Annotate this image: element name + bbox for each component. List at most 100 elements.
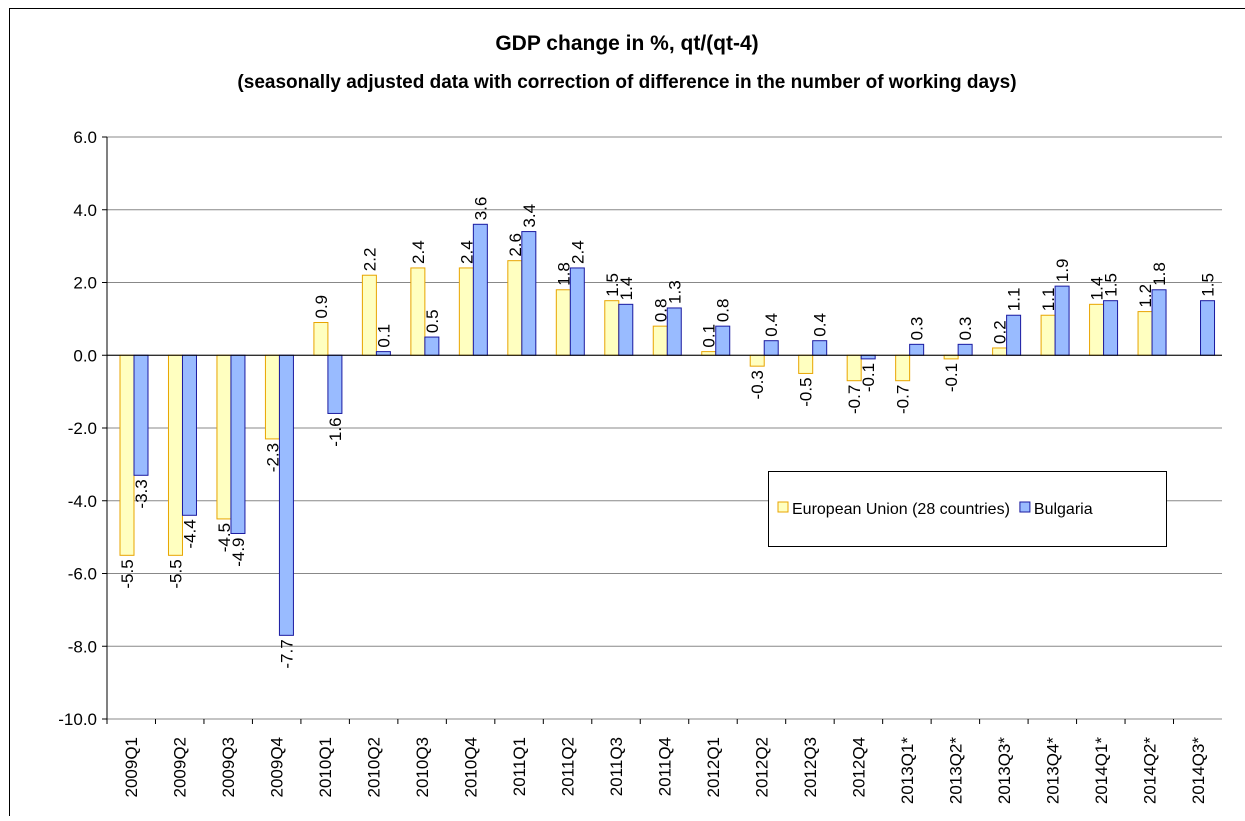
bar: [376, 352, 390, 356]
chart-title: GDP change in %, qt/(qt-4): [495, 32, 758, 55]
x-tick-label: 2011Q4: [656, 737, 675, 796]
bar: [473, 224, 487, 355]
bar: [425, 337, 439, 355]
legend-swatch: [778, 502, 788, 512]
x-tick-label: 2011Q1: [510, 737, 529, 796]
x-tick-label: 2013Q2*: [946, 737, 965, 804]
y-tick-label: -4.0: [68, 492, 97, 511]
x-tick-label: 2010Q3: [413, 737, 432, 798]
bar: [279, 355, 293, 635]
bar: [896, 355, 910, 380]
data-label: -0.3: [748, 370, 767, 399]
x-tick-label: 2012Q3: [801, 737, 820, 798]
x-tick-label: 2012Q1: [704, 737, 723, 798]
bar: [120, 355, 134, 555]
bar: [1138, 312, 1152, 356]
data-label: -5.5: [118, 559, 137, 588]
bar: [861, 355, 875, 359]
y-tick-label: -6.0: [68, 565, 97, 584]
data-label: 1.5: [1102, 273, 1121, 297]
x-tick-label: 2013Q3*: [995, 737, 1014, 804]
data-label: 2.4: [409, 240, 428, 264]
data-label: -4.4: [180, 519, 199, 548]
x-tick-label: 2014Q2*: [1140, 737, 1159, 804]
bar: [813, 341, 827, 356]
y-tick-label: 0.0: [73, 346, 97, 365]
data-label: 2.2: [360, 248, 379, 272]
bar: [702, 352, 716, 356]
x-tick-label: 2011Q3: [607, 737, 626, 796]
x-tick-label: 2010Q2: [365, 737, 384, 798]
data-label: 0.4: [811, 313, 830, 337]
bar: [134, 355, 148, 475]
bar: [1104, 301, 1118, 356]
data-label: 1.3: [665, 280, 684, 304]
x-tick-label: 2011Q2: [559, 737, 578, 796]
bar: [1201, 301, 1215, 356]
chart-subtitle: (seasonally adjusted data with correctio…: [237, 72, 1016, 93]
data-label: -7.7: [277, 639, 296, 668]
y-tick-label: -2.0: [68, 419, 97, 438]
bar: [605, 301, 619, 356]
bar: [570, 268, 584, 355]
legend-label: European Union (28 countries): [792, 501, 1010, 518]
bar: [750, 355, 764, 366]
data-label: 0.8: [714, 299, 733, 323]
x-tick-label: 2009Q1: [122, 737, 141, 798]
data-label: 0.9: [312, 295, 331, 319]
bar: [653, 326, 667, 355]
bar: [799, 355, 813, 373]
x-tick-label: 2012Q2: [752, 737, 771, 798]
bar: [1090, 304, 1104, 355]
data-label: 0.5: [423, 309, 442, 333]
bar: [764, 341, 778, 356]
bar: [716, 326, 730, 355]
data-label: 1.5: [1199, 273, 1218, 297]
bar: [314, 323, 328, 356]
x-tick-label: 2010Q1: [316, 737, 335, 798]
x-tick-label: 2012Q4: [849, 737, 868, 798]
data-label: 1.1: [1005, 288, 1024, 312]
bar: [910, 344, 924, 355]
bar: [265, 355, 279, 439]
data-label: 0.4: [762, 313, 781, 337]
y-tick-label: 6.0: [73, 128, 97, 147]
data-label: -4.9: [229, 537, 248, 566]
y-tick-label: -10.0: [58, 710, 97, 729]
bar: [328, 355, 342, 413]
data-label: 3.6: [471, 197, 490, 221]
data-label: 0.1: [374, 324, 393, 348]
x-tick-label: 2013Q1*: [898, 737, 917, 804]
bar: [1152, 290, 1166, 355]
data-label: 1.9: [1053, 258, 1072, 282]
bar: [522, 232, 536, 356]
bar: [993, 348, 1007, 355]
bar: [1041, 315, 1055, 355]
legend-label: Bulgaria: [1034, 501, 1093, 518]
data-label: -3.3: [132, 479, 151, 508]
x-tick-label: 2010Q4: [462, 737, 481, 798]
y-tick-label: 4.0: [73, 201, 97, 220]
x-tick-label: 2009Q3: [219, 737, 238, 798]
bar: [231, 355, 245, 533]
x-tick-label: 2013Q4*: [1043, 737, 1062, 804]
data-label: 2.4: [568, 240, 587, 264]
bar: [508, 261, 522, 356]
data-label: -1.6: [326, 417, 345, 446]
x-tick-label: 2009Q4: [268, 737, 287, 798]
bar: [619, 304, 633, 355]
data-label: 0.3: [908, 317, 927, 341]
data-label: 3.4: [520, 204, 539, 228]
bar: [459, 268, 473, 355]
bar: [556, 290, 570, 355]
data-label: -0.7: [894, 385, 913, 414]
bar: [667, 308, 681, 355]
bar: [1055, 286, 1069, 355]
legend-swatch: [1020, 502, 1030, 512]
data-label: -0.5: [797, 377, 816, 406]
bar: [1007, 315, 1021, 355]
data-label: 1.4: [617, 277, 636, 301]
x-tick-label: 2014Q3*: [1189, 737, 1208, 804]
bar: [958, 344, 972, 355]
